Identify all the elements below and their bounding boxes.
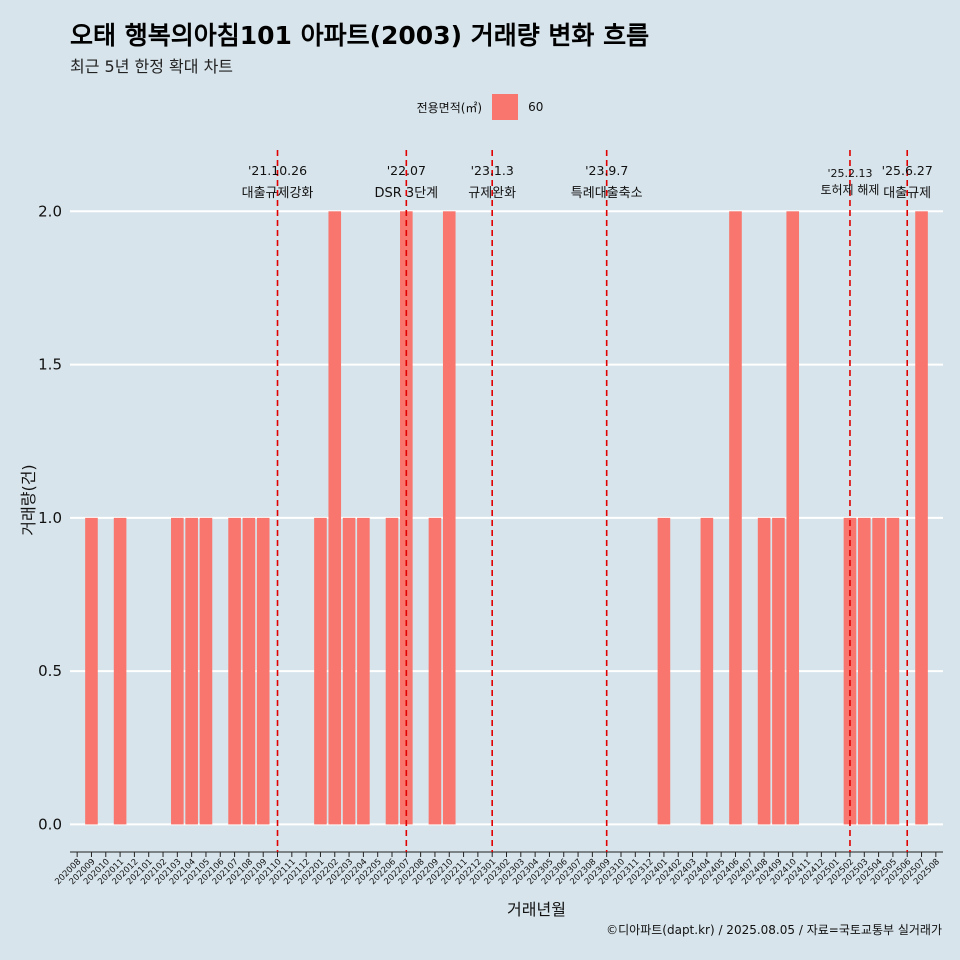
event-date: '25.6.27 <box>882 163 933 178</box>
bar <box>228 517 241 825</box>
event-date: '23.1.3 <box>471 163 514 178</box>
y-tick-label: 0.5 <box>38 662 62 680</box>
bar <box>886 517 900 825</box>
bar <box>256 517 270 825</box>
bar <box>729 211 742 825</box>
bar <box>185 517 198 825</box>
bar <box>357 517 370 825</box>
y-tick-label: 0.0 <box>38 815 62 833</box>
chart-subtitle: 최근 5년 한정 확대 차트 <box>70 57 234 76</box>
bar <box>757 517 771 825</box>
bar <box>113 517 127 825</box>
y-tick-label: 1.0 <box>38 509 62 527</box>
bar <box>786 211 800 825</box>
bar <box>772 517 785 825</box>
event-label: 대출규제 <box>883 186 931 201</box>
y-tick-label: 2.0 <box>38 202 62 220</box>
bar <box>915 211 928 825</box>
event-label: 대출규제강화 <box>242 186 314 201</box>
legend: 전용면적(㎡) 60 <box>0 94 960 120</box>
bar <box>442 211 456 825</box>
y-tick-label: 1.5 <box>38 356 62 374</box>
bar <box>657 517 671 825</box>
bar <box>314 517 327 825</box>
event-label: 토허제 해제 <box>820 183 879 197</box>
bar <box>85 517 98 825</box>
event-label: 특례대출축소 <box>571 186 643 201</box>
y-axis-title: 거래량(건) <box>19 464 38 535</box>
event-date: '21.10.26 <box>248 163 307 178</box>
x-axis-title: 거래년월 <box>507 900 566 919</box>
bar <box>242 517 256 825</box>
chart-title: 오태 행복의아침101 아파트(2003) 거래량 변화 흐름 <box>70 21 650 50</box>
bar <box>428 517 442 825</box>
bar <box>199 517 213 825</box>
source-caption: ©디아파트(dapt.kr) / 2025.08.05 / 자료=국토교통부 실… <box>606 923 942 937</box>
bar <box>171 517 184 825</box>
bar <box>400 211 413 825</box>
bar <box>872 517 885 825</box>
event-date: '23.9.7 <box>585 163 628 178</box>
bar <box>857 517 871 825</box>
bar <box>342 517 356 825</box>
event-date: '22.07 <box>387 163 426 178</box>
legend-title: 전용면적(㎡) <box>416 100 483 115</box>
event-label: DSR 3단계 <box>375 186 439 201</box>
event-label: 규제완화 <box>468 186 516 201</box>
bar <box>328 211 342 825</box>
bar <box>385 517 399 825</box>
legend-label: 60 <box>528 100 544 114</box>
legend-swatch <box>492 94 519 120</box>
event-date: '25.2.13 <box>827 167 872 180</box>
bar <box>700 517 714 825</box>
